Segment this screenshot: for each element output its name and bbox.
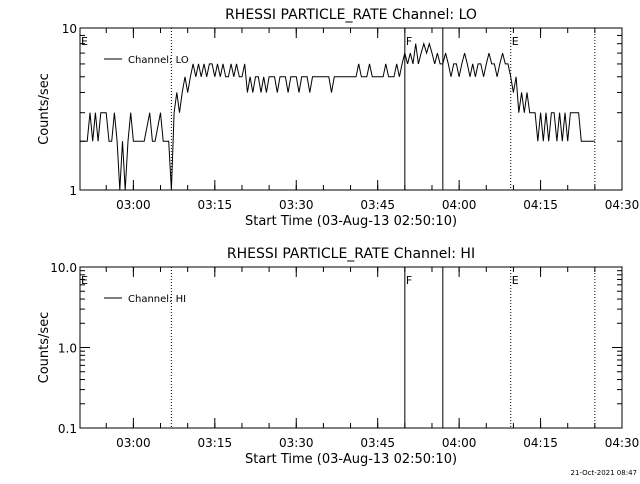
marker-label: E [512,35,519,48]
legend-label: Channel: HI [128,294,186,305]
x-tick-label: 03:45 [360,436,395,450]
marker-label: E [81,274,88,287]
x-tick-label: 04:15 [523,436,558,450]
x-axis-label: Start Time (03-Aug-13 02:50:10) [245,214,457,229]
x-tick-label: 04:15 [523,198,558,212]
x-tick-label: 03:00 [116,436,151,450]
x-tick-label: 04:00 [442,436,477,450]
y-tick-label: 0.1 [58,422,77,436]
plot-frame [79,266,623,429]
x-tick-label: 03:30 [279,436,314,450]
x-tick-label: 03:45 [360,198,395,212]
x-axis-label: Start Time (03-Aug-13 02:50:10) [245,452,457,467]
marker-label: F [406,274,412,287]
y-axis-label: Counts/sec [37,73,52,145]
y-axis-label: Counts/sec [37,312,52,384]
x-tick-label: 04:00 [442,198,477,212]
x-tick-label: 03:15 [198,198,233,212]
x-tick-label: 04:30 [605,198,640,212]
timestamp-stamp: 21-Oct-2021 08:47 [571,469,637,477]
x-tick-label: 04:30 [605,436,640,450]
legend-label: Channel: LO [128,55,189,66]
marker-label: F [406,35,412,48]
chart-panel-2: RHESSI PARTICLE_RATE Channel: HI 03:00 03:… [37,246,639,467]
y-tick-label: 1 [69,184,77,198]
plot-frame [79,27,623,191]
x-tick-label: 03:15 [198,436,233,450]
chart-title: RHESSI PARTICLE_RATE Channel: LO [225,7,477,23]
x-tick-label: 03:30 [279,198,314,212]
marker-label: E [512,274,519,287]
y-tick-label: 10 [62,22,77,36]
y-tick-label: 1.0 [58,342,77,356]
y-tick-label: 10.0 [50,261,77,275]
chart-title: RHESSI PARTICLE_RATE Channel: HI [227,246,475,262]
data-series-line [80,41,595,190]
marker-label: E [81,35,88,48]
chart-panel-1: RHESSI PARTICLE_RATE Channel: LO 03:00 03:… [37,7,639,229]
x-tick-label: 03:00 [116,198,151,212]
